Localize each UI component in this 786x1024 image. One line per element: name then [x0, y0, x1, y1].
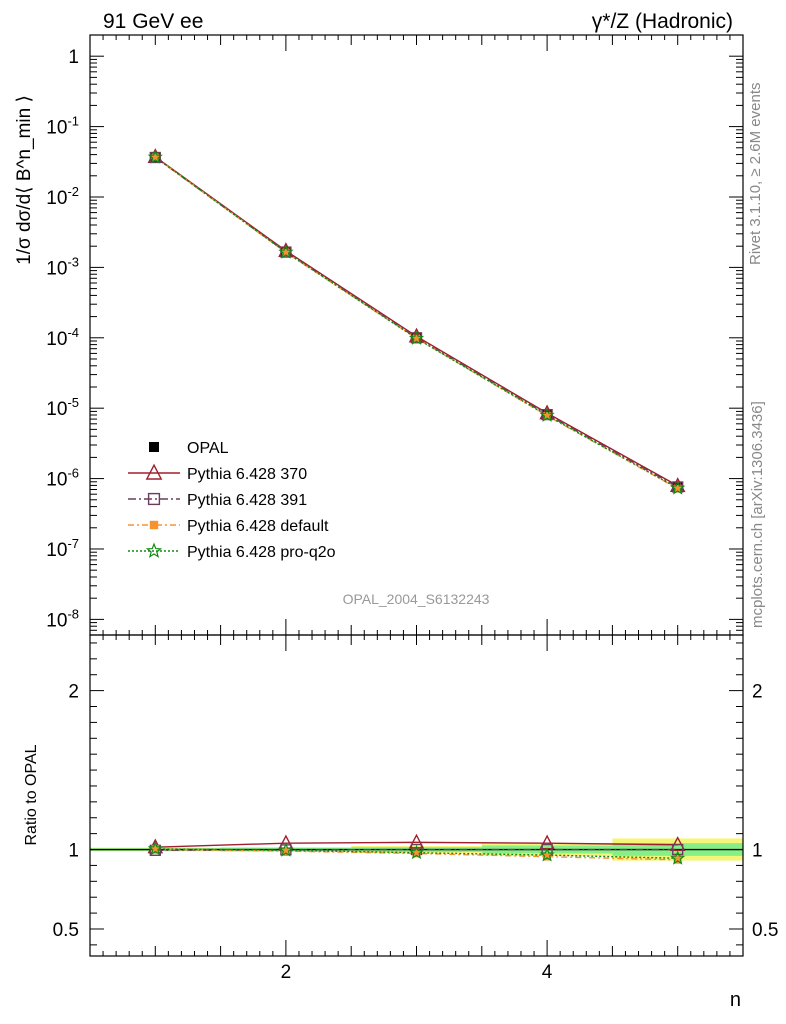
data-point-pythia-6-428-default	[151, 153, 160, 162]
series-line-pythia-6-428-pro-q2o	[154, 156, 679, 489]
data-point-pythia-6-428-pro-q2o	[539, 407, 555, 422]
series-line-pythia-6-428-370	[154, 156, 679, 487]
ratio-point-pythia-6-428-391	[672, 843, 684, 856]
ratio-point-pythia-6-428-default	[543, 852, 551, 861]
y-tick-label: 10-1	[46, 114, 79, 139]
data-point-pythia-6-428-default	[412, 334, 421, 343]
header-right-label: γ*/Z (Hadronic)	[592, 10, 733, 33]
y-tick-label: 10-2	[46, 184, 79, 209]
data-point-pythia-6-428-default	[543, 411, 551, 420]
ratio-tick-label-right: 2	[752, 682, 763, 703]
data-point-pythia-6-428-pro-q2o	[278, 244, 294, 259]
legend-marker-pythia-6-428-pro-q2o	[145, 542, 163, 558]
ratio-point-pythia-6-428-default	[151, 845, 160, 853]
watermark: OPAL_2004_S6132243	[343, 591, 490, 607]
ratio-tick-label-right: 1	[752, 841, 763, 862]
main-panel: 1 10-1 10-2 10-3 10-4 10-5 10-6 10-7 10-8 1/σ dσ…	[14, 34, 744, 636]
legend-label-pythia-6-428-default: Pythia 6.428 default	[187, 518, 329, 535]
ratio-point-pythia-6-428-pro-q2o	[278, 842, 294, 857]
ratio-point-pythia-6-428-default	[282, 847, 290, 855]
series-line-pythia-6-428-default	[154, 156, 679, 490]
ratio-point-pythia-6-428-pro-q2o	[147, 840, 163, 856]
ratio-line-pythia-6-428-370	[155, 841, 678, 848]
y-tick-label: 10-3	[46, 254, 79, 279]
ratio-y-ticks: 2 2 1 1 0.5 0.5	[53, 642, 778, 946]
ratio-point-pythia-6-428-default	[673, 856, 682, 864]
main-y-ticks: 1 10-1 10-2 10-3 10-4 10-5 10-6 10-7 10-8	[46, 34, 743, 636]
legend-marker-pythia-6-428-391	[147, 492, 161, 506]
ratio-tick-label: 0.5	[53, 920, 79, 941]
ratio-point-pythia-6-428-pro-q2o	[670, 850, 686, 865]
x-tick-label: 2	[281, 962, 292, 983]
series-line-pythia-6-428-391	[154, 156, 679, 488]
legend-marker-pythia-6-428-default	[149, 520, 159, 530]
header-left-label: 91 GeV ee	[103, 10, 203, 33]
legend-label-pythia-6-428-pro-q2o: Pythia 6.428 pro-q2o	[187, 544, 336, 561]
legend: OPAL Pythia 6.428 370 Pythia 6.428 391 Pyth…	[128, 440, 336, 561]
data-point-pythia-6-428-default	[673, 484, 682, 493]
ratio-tick-label: 2	[68, 682, 79, 703]
data-point-pythia-6-428-pro-q2o	[408, 330, 425, 345]
x-tick-label: 4	[542, 962, 553, 983]
y-tick-label: 10-8	[46, 606, 79, 631]
y-tick-label: 10-5	[46, 395, 79, 420]
data-point-pythia-6-428-default	[282, 248, 290, 257]
legend-marker-opal	[149, 442, 159, 452]
legend-marker-pythia-6-428-370	[145, 463, 163, 480]
y-tick-label: 10-6	[46, 466, 79, 491]
ratio-point-pythia-6-428-pro-q2o	[539, 847, 555, 862]
main-y-axis-label: 1/σ dσ/d⟨ B^n_min ⟩	[14, 95, 35, 265]
legend-label-pythia-6-428-391: Pythia 6.428 391	[187, 492, 307, 509]
rivet-version-label: Rivet 3.1.10, ≥ 2.6M events	[747, 83, 764, 266]
legend-label-pythia-6-428-370: Pythia 6.428 370	[187, 466, 307, 483]
x-axis-label: n	[730, 989, 741, 1011]
mcplots-label: mcplots.cern.ch [arXiv:1306.3436]	[749, 401, 766, 628]
data-point-pythia-6-428-pro-q2o	[670, 480, 686, 495]
ratio-plot-frame	[89, 634, 744, 957]
data-point-pythia-6-428-pro-q2o	[147, 149, 163, 164]
ratio-tick-label-right: 0.5	[752, 920, 778, 941]
ratio-point-pythia-6-428-pro-q2o	[408, 844, 425, 860]
ratio-y-axis-label: Ratio to OPAL	[23, 744, 40, 845]
ratio-point-pythia-6-428-default	[412, 849, 421, 858]
legend-label-opal: OPAL	[187, 440, 229, 457]
y-tick-label: 10-7	[46, 536, 79, 561]
y-tick-label: 1	[68, 47, 79, 68]
ratio-tick-label: 1	[68, 841, 79, 862]
y-tick-label: 10-4	[46, 325, 79, 350]
